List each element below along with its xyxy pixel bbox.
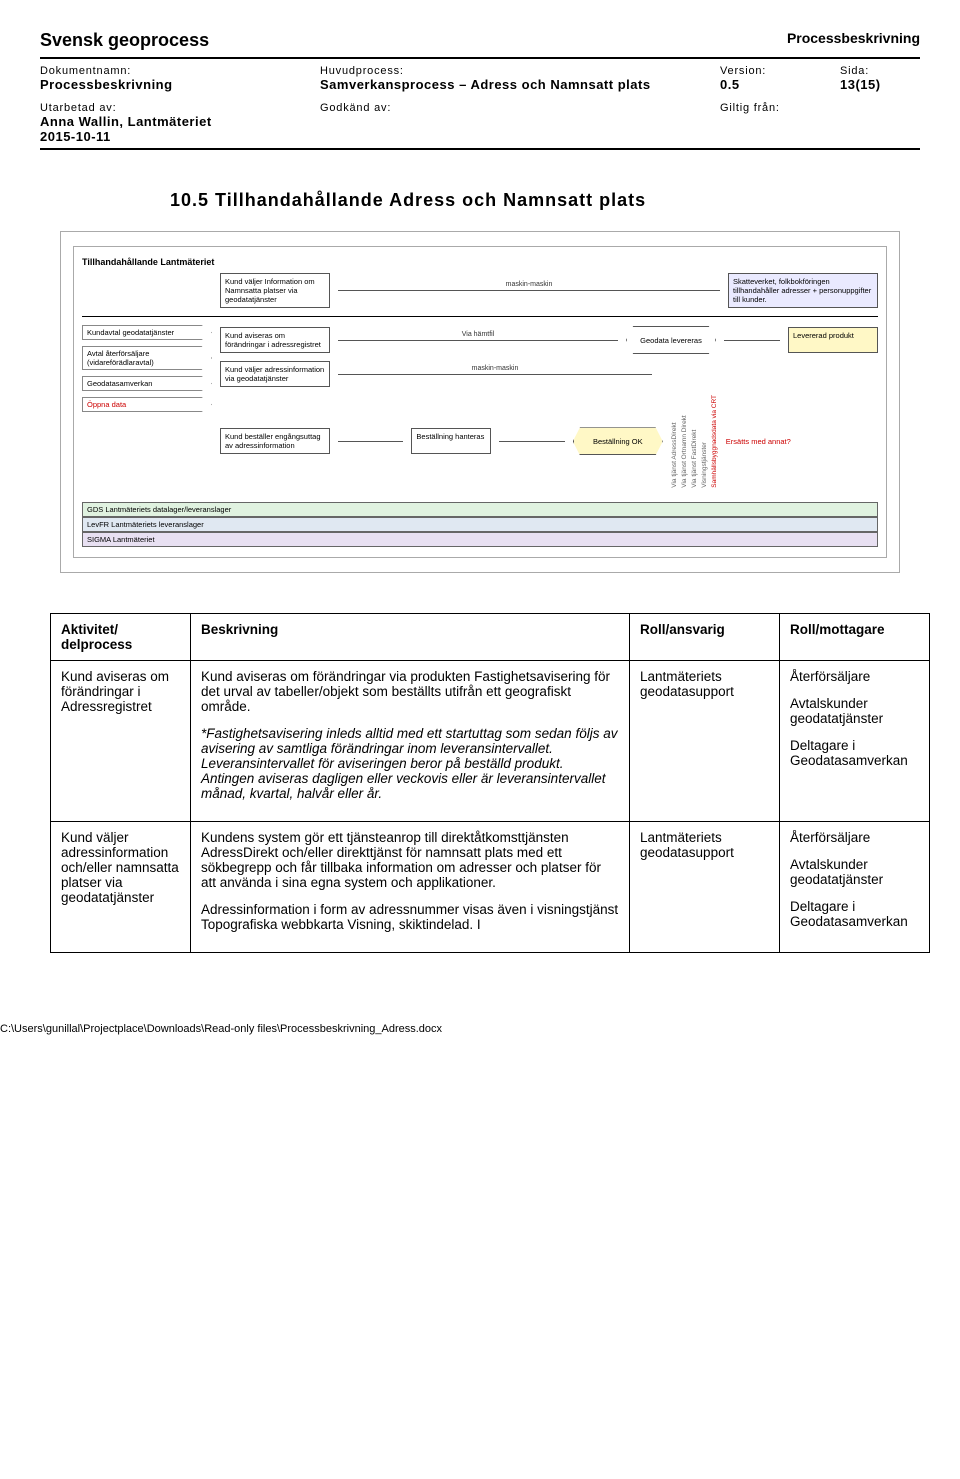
vertical-labels: Via tjänst AdressDirekt Via tjänst Ortna… (671, 395, 718, 488)
r2c4a: Återförsäljare (790, 830, 919, 845)
tag-avtal: Avtal återförsäljare (vidareförädlaravta… (82, 346, 212, 370)
cell-r1c2: Kund aviseras om förändringar via produk… (191, 660, 630, 821)
divider-header-end (40, 148, 920, 150)
cell-r2c3: Lantmäteriets geodatasupport (630, 821, 780, 952)
tag-samverkan: Geodatasamverkan (82, 376, 212, 391)
cell-r1c3: Lantmäteriets geodatasupport (630, 660, 780, 821)
vlabel-ortnamn: Via tjänst Ortnamn Direkt (681, 395, 688, 488)
r2c2-p1: Kundens system gör ett tjänsteanrop till… (201, 830, 619, 890)
activity-table: Aktivitet/ delprocess Beskrivning Roll/a… (50, 613, 930, 953)
prepared-label: Utarbetad av: (40, 102, 310, 114)
date-value: 2015-10-11 (40, 129, 310, 144)
r2c4c: Deltagare i Geodatasamverkan (790, 899, 919, 929)
diagram-divider (82, 316, 878, 317)
node-skatteverket: Skatteverket, folkbokföringen tillhandah… (728, 273, 878, 308)
r2c4b: Avtalskunder geodatatjänster (790, 857, 919, 887)
valid-label: Giltig från: (720, 102, 830, 114)
doc-label: Dokumentnamn: (40, 65, 310, 77)
vlabel-fastdirekt: Via tjänst FastDirekt (691, 395, 698, 488)
th-roll-mottagare: Roll/mottagare (780, 613, 930, 660)
vlabel-visning: Visningstjänster (701, 395, 708, 488)
top-right-label: Processbeskrivning (787, 30, 920, 46)
r1c4c: Deltagare i Geodatasamverkan (790, 738, 919, 768)
node-valjer-adress: Kund väljer adressinformation via geodat… (220, 361, 330, 387)
th-aktivitet: Aktivitet/ delprocess (51, 613, 191, 660)
node-levererad-produkt: Levererad produkt (788, 327, 878, 353)
tag-oppna-data: Öppna data (82, 397, 212, 412)
cell-r1c4: Återförsäljare Avtalskunder geodatatjäns… (780, 660, 930, 821)
divider-top (40, 57, 920, 59)
node-aviseras: Kund aviseras om förändringar i adressre… (220, 327, 330, 353)
main-value: Samverkansprocess – Adress och Namnsatt … (320, 77, 710, 92)
page-value: 13(15) (840, 77, 920, 92)
node-geodata-levereras: Geodata levereras (626, 326, 716, 354)
th-beskrivning: Beskrivning (191, 613, 630, 660)
cell-r2c1: Kund väljer adressinformation och/eller … (51, 821, 191, 952)
node-hanteras: Beställning hanteras (411, 428, 491, 454)
footer-path: C:\Users\gunillal\Projectplace\Downloads… (0, 1023, 960, 1035)
r1c4a: Återförsäljare (790, 669, 919, 684)
vlabel-crt: Samhällsbyggnadsdata via CRT (711, 395, 718, 488)
section-heading: 10.5 Tillhandahållande Adress och Namnsa… (170, 190, 920, 211)
lager-gds: GDS Lantmäteriets datalager/leveranslage… (82, 502, 878, 517)
text-ersatts: Ersätts med annat? (726, 437, 791, 446)
r1c2-p1: Kund aviseras om förändringar via produk… (201, 669, 619, 714)
edge-label-via: Via hämtfil (462, 331, 495, 338)
lager-container: GDS Lantmäteriets datalager/leveranslage… (82, 502, 878, 547)
tag-kundavtal: Kundavtal geodatatjänster (82, 325, 212, 340)
cell-r2c2: Kundens system gör ett tjänsteanrop till… (191, 821, 630, 952)
node-bestallning-ok: Beställning OK (573, 427, 663, 455)
r1c2-p2: *Fastighetsavisering inleds alltid med e… (201, 726, 617, 801)
node-bestaller: Kund beställer engångsuttag av adressinf… (220, 428, 330, 454)
r2c2-p2: Adressinformation i form av adressnummer… (201, 902, 619, 932)
table-row: Kund väljer adressinformation och/eller … (51, 821, 930, 952)
version-value: 0.5 (720, 77, 830, 92)
table-row: Kund aviseras om förändringar i Adressre… (51, 660, 930, 821)
diagram-title: Tillhandahållande Lantmäteriet (82, 257, 878, 267)
page-label: Sida: (840, 65, 920, 77)
edge-label-mm1: maskin-maskin (506, 281, 553, 288)
main-label: Huvudprocess: (320, 65, 710, 77)
edge-label-mm2: maskin-maskin (472, 365, 519, 372)
prepared-value: Anna Wallin, Lantmäteriet (40, 114, 310, 129)
doc-value: Processbeskrivning (40, 77, 310, 92)
node-kund-info: Kund väljer Information om Namnsatta pla… (220, 273, 330, 308)
cell-r1c1: Kund aviseras om förändringar i Adressre… (51, 660, 191, 821)
lager-levfr: LevFR Lantmäteriets leveranslager (82, 517, 878, 532)
flowchart-container: Tillhandahållande Lantmäteriet Kund välj… (60, 231, 900, 573)
r1c4b: Avtalskunder geodatatjänster (790, 696, 919, 726)
lager-sigma: SIGMA Lantmäteriet (82, 532, 878, 547)
version-label: Version: (720, 65, 830, 77)
approved-label: Godkänd av: (320, 102, 710, 114)
th-roll-ansvarig: Roll/ansvarig (630, 613, 780, 660)
vlabel-adressdirekt: Via tjänst AdressDirekt (671, 395, 678, 488)
cell-r2c4: Återförsäljare Avtalskunder geodatatjäns… (780, 821, 930, 952)
